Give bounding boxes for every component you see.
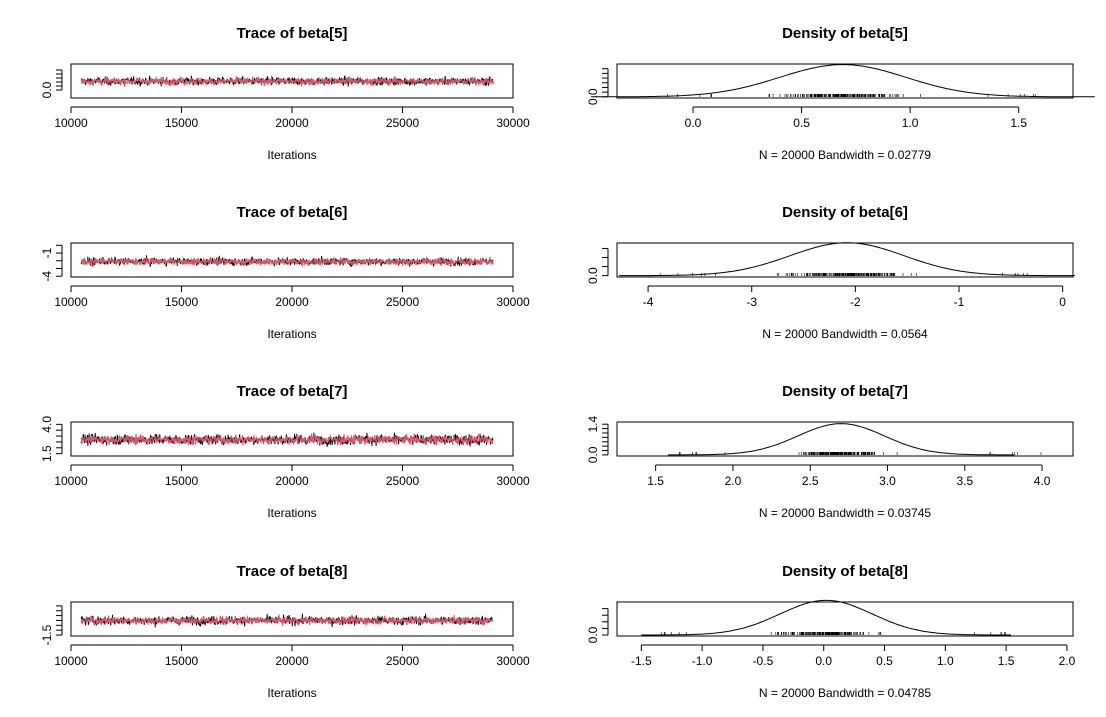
x-tick-label: -4 bbox=[643, 295, 654, 309]
x-tick-label: -0.5 bbox=[753, 654, 774, 668]
x-tick-label: 2.0 bbox=[725, 474, 742, 488]
x-tick-label: 20000 bbox=[275, 654, 309, 668]
x-axis-label: Iterations bbox=[267, 327, 316, 341]
density-curve bbox=[619, 242, 1076, 277]
x-tick-label: 10000 bbox=[54, 474, 88, 488]
plot-frame bbox=[616, 421, 1074, 457]
x-tick-label: 3.5 bbox=[956, 474, 973, 488]
x-tick-label: 10000 bbox=[54, 295, 88, 309]
x-tick-label: 25000 bbox=[386, 116, 420, 130]
density-curve bbox=[590, 64, 1095, 98]
x-tick-label: 2.0 bbox=[1059, 654, 1076, 668]
y-tick-label: 0.0 bbox=[586, 446, 600, 463]
x-tick-label: 20000 bbox=[275, 295, 309, 309]
x-axis-label: N = 20000 Bandwidth = 0.03745 bbox=[759, 506, 931, 520]
y-tick-label: -4 bbox=[40, 271, 54, 282]
y-tick-label: 1.4 bbox=[586, 416, 600, 433]
y-tick-label: -1.5 bbox=[40, 624, 54, 645]
density-rug bbox=[667, 94, 1036, 97]
y-tick-label: 1.5 bbox=[40, 445, 54, 462]
panel-trace-2: Trace of beta[6] 10000 15000 20000 25000 3000… bbox=[40, 204, 530, 341]
plot-frame bbox=[70, 601, 514, 637]
x-axis-label: N = 20000 Bandwidth = 0.02779 bbox=[759, 148, 931, 162]
x-tick-label: -2 bbox=[850, 295, 861, 309]
x-tick-label: 0.5 bbox=[876, 654, 893, 668]
x-axis-label: Iterations bbox=[267, 506, 316, 520]
panel-trace-6: Trace of beta[8] 10000 15000 20000 25000 3000… bbox=[40, 563, 530, 700]
x-axis-label: N = 20000 Bandwidth = 0.0564 bbox=[762, 327, 928, 341]
y-tick-label: 4.0 bbox=[40, 416, 54, 433]
x-tick-label: 15000 bbox=[165, 474, 199, 488]
x-tick-label: 0.0 bbox=[685, 116, 702, 130]
x-tick-label: 2.5 bbox=[802, 474, 819, 488]
x-tick-label: 0.5 bbox=[793, 116, 810, 130]
panel-trace-4: Trace of beta[7] 10000 15000 20000 25000 3000… bbox=[40, 383, 530, 520]
x-tick-label: 0.0 bbox=[815, 654, 832, 668]
panel-density-7: Density of beta[8] -1.5 -1.0 -0.5 0.0 0.5 1.0 1… bbox=[586, 563, 1076, 700]
x-tick-label: 20000 bbox=[275, 116, 309, 130]
x-axis-label: N = 20000 Bandwidth = 0.04785 bbox=[759, 686, 931, 700]
plot-frame bbox=[70, 63, 514, 99]
x-tick-label: 1.5 bbox=[998, 654, 1015, 668]
x-tick-label: 15000 bbox=[165, 295, 199, 309]
x-tick-label: 30000 bbox=[496, 654, 530, 668]
y-tick-label: -1 bbox=[40, 247, 54, 258]
density-curve bbox=[641, 599, 1011, 636]
plot-frame bbox=[616, 63, 1074, 99]
x-tick-label: 25000 bbox=[386, 295, 420, 309]
y-tick-label: 0.0 bbox=[40, 81, 54, 98]
density-rug bbox=[679, 452, 1042, 455]
plot-frame bbox=[70, 242, 514, 278]
panel-density-1: Density of beta[5] 0.0 0.5 1.0 1.5 N = 20000 … bbox=[586, 25, 1095, 162]
x-tick-label: 1.5 bbox=[1010, 116, 1027, 130]
x-tick-label: 1.5 bbox=[647, 474, 664, 488]
x-tick-label: 0 bbox=[1059, 295, 1066, 309]
x-tick-label: 10000 bbox=[54, 116, 88, 130]
density-rug bbox=[659, 273, 1028, 276]
density-rug bbox=[660, 632, 1006, 635]
y-tick-label: 0.0 bbox=[586, 267, 600, 284]
x-tick-label: -3 bbox=[746, 295, 757, 309]
trace-series-1 bbox=[80, 75, 494, 87]
y-tick-label: 0.0 bbox=[586, 88, 600, 105]
panel-trace-0: Trace of beta[5] 10000 15000 20000 25000 3000… bbox=[40, 25, 530, 162]
panel-title: Density of beta[7] bbox=[782, 383, 908, 400]
x-tick-label: 25000 bbox=[386, 474, 420, 488]
x-tick-label: 20000 bbox=[275, 474, 309, 488]
plot-frame bbox=[616, 601, 1074, 637]
x-tick-label: 25000 bbox=[386, 654, 420, 668]
panel-density-5: Density of beta[7] 1.5 2.0 2.5 3.0 3.5 4.0 N = … bbox=[586, 383, 1074, 520]
x-tick-label: 3.0 bbox=[879, 474, 896, 488]
x-axis-label: Iterations bbox=[267, 686, 316, 700]
panel-density-3: Density of beta[6] -4 -3 -2 -1 0 N = 20000 Ban… bbox=[586, 204, 1076, 341]
x-axis-label: Iterations bbox=[267, 148, 316, 162]
plot-frame bbox=[70, 421, 514, 457]
panel-title: Trace of beta[6] bbox=[237, 204, 348, 221]
density-curve bbox=[668, 423, 1015, 456]
panel-title: Trace of beta[5] bbox=[237, 25, 348, 42]
x-tick-label: -1 bbox=[954, 295, 965, 309]
x-tick-label: -1.0 bbox=[692, 654, 713, 668]
x-tick-label: 30000 bbox=[496, 474, 530, 488]
plot-frame bbox=[616, 242, 1074, 278]
panel-title: Density of beta[8] bbox=[782, 563, 908, 580]
x-tick-label: 1.0 bbox=[902, 116, 919, 130]
x-tick-label: 15000 bbox=[165, 116, 199, 130]
panel-title: Trace of beta[7] bbox=[237, 383, 348, 400]
x-tick-label: 1.0 bbox=[937, 654, 954, 668]
trace-series-1 bbox=[80, 433, 494, 446]
y-tick-label: 0.0 bbox=[586, 626, 600, 643]
x-tick-label: 15000 bbox=[165, 654, 199, 668]
x-tick-label: -1.5 bbox=[631, 654, 652, 668]
x-tick-label: 10000 bbox=[54, 654, 88, 668]
panel-title: Trace of beta[8] bbox=[237, 563, 348, 580]
panel-title: Density of beta[6] bbox=[782, 204, 908, 221]
trace-series-1 bbox=[80, 255, 494, 267]
x-tick-label: 4.0 bbox=[1034, 474, 1051, 488]
trace-series-1 bbox=[80, 614, 494, 626]
panel-title: Density of beta[5] bbox=[782, 25, 908, 42]
x-tick-label: 30000 bbox=[496, 295, 530, 309]
x-tick-label: 30000 bbox=[496, 116, 530, 130]
